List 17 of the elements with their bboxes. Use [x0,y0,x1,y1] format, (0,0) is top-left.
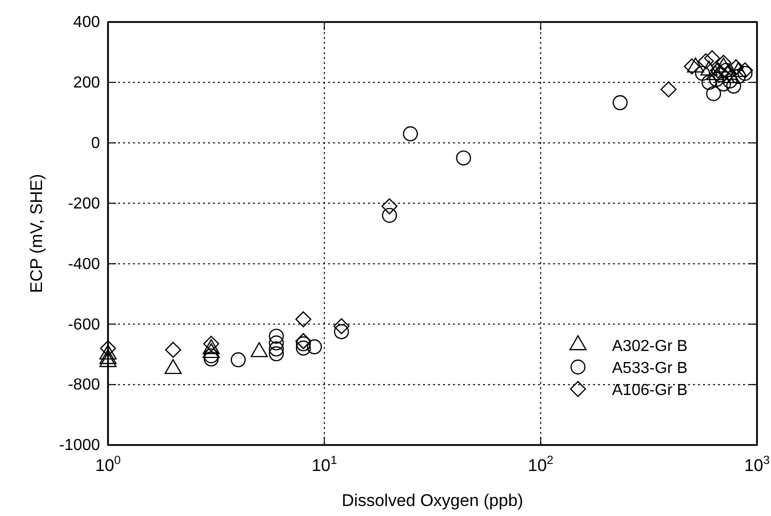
y-tick-label: 400 [73,14,100,32]
legend-label: A533-Gr B [612,360,688,377]
y-axis-title: ECP (mV, SHE) [27,174,46,294]
y-tick-label: 200 [73,74,100,92]
legend-label: A302-Gr B [612,338,688,355]
x-axis-title: Dissolved Oxygen (ppb) [342,491,524,510]
y-tick-label: -400 [68,256,100,273]
x-tick-label: 10$^{0}$ [95,453,122,475]
y-tick-label: 0 [91,134,100,152]
y-tick-label: -1000 [59,437,100,454]
x-tick-label: 10$^{2}$ [528,453,554,475]
legend-label: A106-Gr B [612,382,688,399]
y-tick-label: -600 [68,316,100,334]
x-tick-label: 10$^{1}$ [312,453,338,475]
x-tick-label: 10$^{3}$ [744,453,770,475]
y-tick-label: -200 [68,195,100,212]
y-tick-label: -800 [68,376,100,394]
